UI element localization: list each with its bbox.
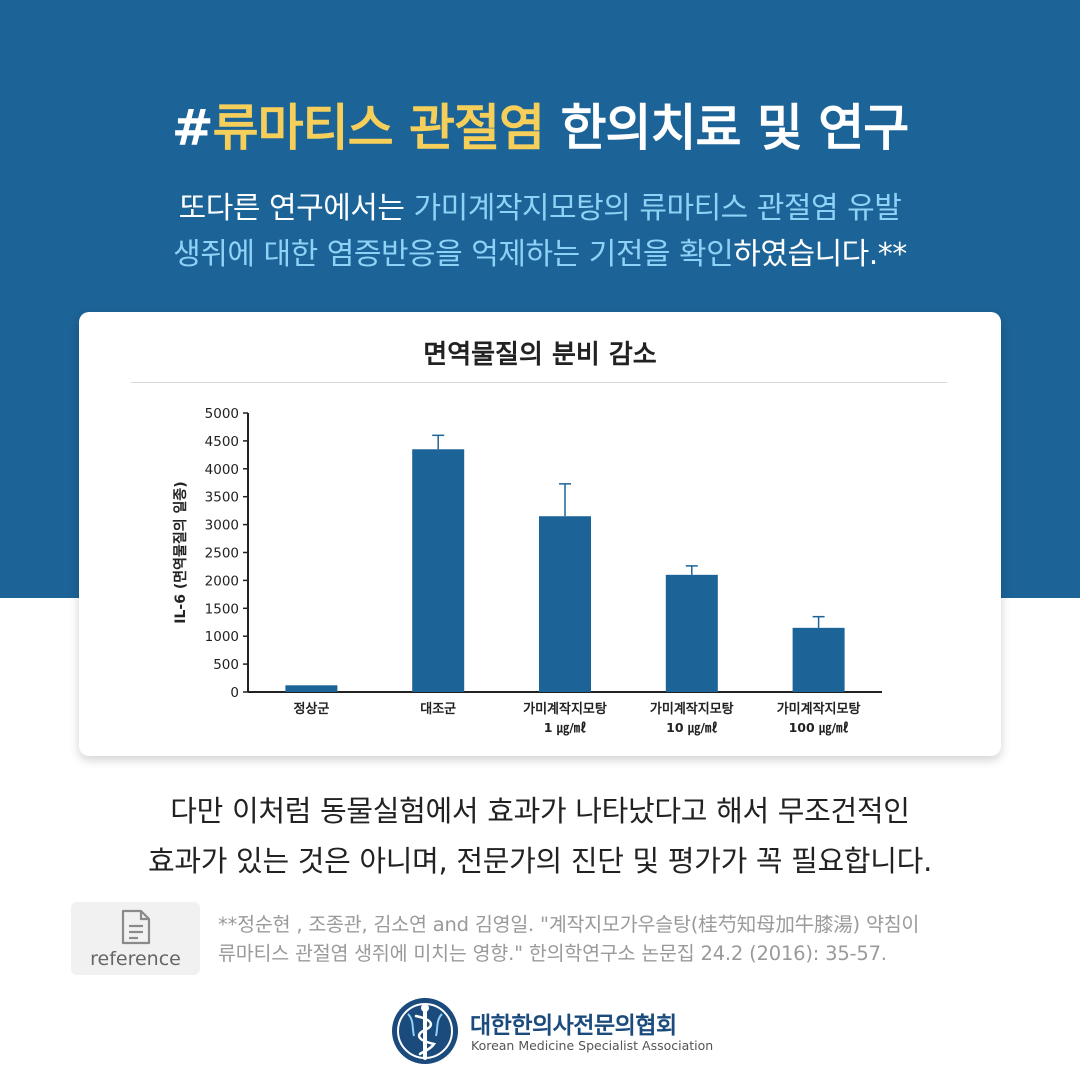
title-rest: 한의치료 및 연구	[544, 99, 909, 157]
chart-card: 면역물질의 분비 감소 0 500 1000 1500 2000 2500 3000 3500…	[79, 312, 1001, 756]
x-tick-label: 정상군	[293, 701, 329, 717]
intro-plain-1: 또다른 연구에서는	[178, 191, 414, 226]
document-icon	[121, 909, 151, 945]
y-axis-label: IL-6 (면역물질의 일종)	[172, 481, 189, 623]
x-tick-label: 가미계작지모탕	[777, 701, 861, 717]
y-tick-label: 3000	[205, 518, 239, 534]
y-tick-label: 5000	[205, 406, 239, 422]
y-tick-label: 3500	[205, 490, 239, 506]
bar-chart: 0 500 1000 1500 2000 2500 3000 3500 4000 4500 5000…	[172, 406, 882, 736]
bar	[792, 627, 845, 692]
y-tick-label: 4500	[205, 434, 239, 450]
reference-label: reference	[90, 948, 181, 970]
intro-line-1: 또다른 연구에서는 가미계작지모탕의 류마티스 관절염 유발	[60, 186, 1020, 232]
y-tick-label: 2000	[205, 573, 239, 589]
x-tick-label: 대조군	[420, 702, 456, 717]
org-name: 대한한의사전문의협회	[470, 1013, 677, 1039]
bar	[665, 574, 718, 692]
x-tick-label-unit: 1 ㎍/㎖	[544, 720, 587, 736]
x-tick-label: 가미계작지모탕	[523, 701, 607, 717]
caduceus-icon	[392, 998, 458, 1064]
reference-citation: **정순현 , 조종관, 김소연 and 김영일. "계작지모가우슬탕(桂芍知母…	[218, 910, 1018, 968]
y-tick-label: 2500	[205, 546, 239, 562]
x-tick-label-unit: 10 ㎍/㎖	[666, 720, 717, 736]
x-tick-label-unit: 100 ㎍/㎖	[789, 720, 849, 736]
intro-plain-2: 하였습니다.**	[733, 237, 907, 272]
intro-line-2: 생쥐에 대한 염증반응을 억제하는 기전을 확인하였습니다.**	[60, 232, 1020, 278]
y-tick-label: 1000	[205, 629, 239, 645]
x-tick-label: 가미계작지모탕	[650, 701, 734, 717]
citation-line-2: 류마티스 관절염 생쥐에 미치는 영향." 한의학연구소 논문집 24.2 (2…	[218, 942, 887, 965]
y-tick-label: 0	[230, 685, 239, 701]
intro-text: 또다른 연구에서는 가미계작지모탕의 류마티스 관절염 유발 생쥐에 대한 염증…	[60, 186, 1020, 278]
y-tick-label: 1500	[205, 601, 239, 617]
title-hash: #	[171, 99, 214, 157]
bar	[285, 685, 338, 692]
intro-highlight-2: 생쥐에 대한 염증반응을 억제하는 기전을 확인	[173, 237, 734, 272]
disclaimer-text: 다만 이처럼 동물실험에서 효과가 나타났다고 해서 무조건적인 효과가 있는 …	[40, 786, 1040, 886]
org-subtitle: Korean Medicine Specialist Association	[471, 1038, 714, 1053]
bar	[539, 516, 591, 692]
disclaimer-line-2: 효과가 있는 것은 아니며, 전문가의 진단 및 평가가 꼭 필요합니다.	[148, 844, 932, 878]
chart-title: 면역물질의 분비 감소	[423, 340, 657, 370]
y-tick-label: 500	[213, 657, 239, 673]
disclaimer-line-1: 다만 이처럼 동물실험에서 효과가 나타났다고 해서 무조건적인	[170, 794, 910, 828]
y-tick-label: 4000	[205, 462, 239, 478]
page-title: #류마티스 관절염 한의치료 및 연구	[0, 88, 1080, 160]
title-highlight: 류마티스 관절염	[212, 99, 545, 157]
reference-badge: reference	[71, 902, 200, 975]
citation-line-1: **정순현 , 조종관, 김소연 and 김영일. "계작지모가우슬탕(桂芍知母…	[218, 913, 920, 936]
chart-divider	[131, 382, 947, 383]
intro-highlight-1: 가미계작지모탕의 류마티스 관절염 유발	[413, 191, 902, 226]
bar	[412, 449, 465, 692]
